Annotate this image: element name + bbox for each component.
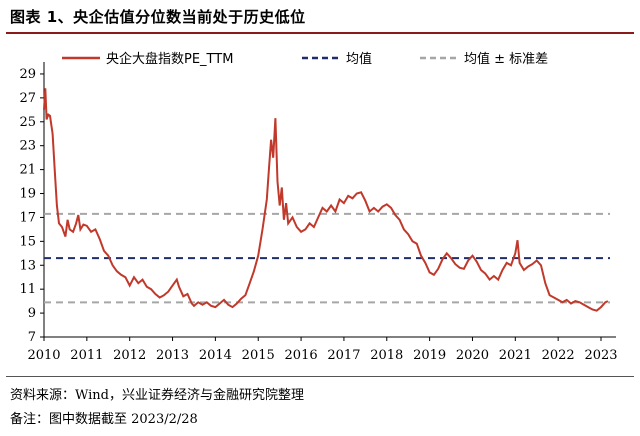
y-tick-label: 17 xyxy=(19,210,36,225)
x-tick-label: 2018 xyxy=(370,348,403,363)
chart-title: 图表 1、央企估值分位数当前处于历史低位 xyxy=(10,8,306,26)
y-tick-label: 13 xyxy=(19,258,36,273)
x-tick-label: 2013 xyxy=(156,348,189,363)
y-tick-label: 7 xyxy=(28,330,36,345)
y-tick-label: 27 xyxy=(19,91,36,106)
y-tick-label: 19 xyxy=(19,187,36,202)
x-tick-label: 2016 xyxy=(285,348,318,363)
reference-lines xyxy=(44,212,610,304)
legend-label-mean: 均值 xyxy=(346,51,372,67)
x-tick-label: 2020 xyxy=(456,348,489,363)
y-tick-label: 9 xyxy=(28,306,36,321)
x-tick-label: 2011 xyxy=(70,348,103,363)
x-tick-label: 2022 xyxy=(542,348,575,363)
y-ticks: 7 9 11 13 15 17 19 21 23 25 27 29 xyxy=(19,67,44,345)
footer-divider xyxy=(6,376,634,377)
x-tick-label: 2015 xyxy=(242,348,275,363)
x-ticks: 2010 2011 2012 2013 2014 2015 2016 2017 2018 2019… xyxy=(27,337,618,363)
pe-line-chart: 央企大盘指数PE_TTM 均值 均值 ± 标准差 7 9 11 13 15 17 19 21 2… xyxy=(19,51,618,363)
axes xyxy=(43,62,616,338)
x-tick-label: 2023 xyxy=(584,348,617,363)
y-tick-label: 15 xyxy=(19,234,36,249)
y-tick-label: 29 xyxy=(19,67,36,82)
legend: 央企大盘指数PE_TTM 均值 均值 ± 标准差 xyxy=(62,51,548,67)
y-tick-label: 11 xyxy=(19,282,36,297)
data-date-note: 备注：图中数据截至 2023/2/28 xyxy=(10,412,198,427)
source-note: 资料来源：Wind，兴业证券经济与金融研究院整理 xyxy=(10,388,304,403)
y-tick-label: 25 xyxy=(19,115,36,130)
x-tick-label: 2021 xyxy=(499,348,532,363)
y-tick-label: 23 xyxy=(19,139,36,154)
x-tick-label: 2019 xyxy=(413,348,446,363)
title-divider xyxy=(6,32,634,34)
legend-label-band: 均值 ± 标准差 xyxy=(464,51,548,67)
y-tick-label: 21 xyxy=(19,163,36,178)
x-tick-label: 2017 xyxy=(327,348,360,363)
series-line-pe xyxy=(43,88,609,312)
legend-label-pe: 央企大盘指数PE_TTM xyxy=(106,51,233,67)
x-tick-label: 2012 xyxy=(113,348,146,363)
x-tick-label: 2010 xyxy=(27,348,60,363)
x-tick-label: 2014 xyxy=(199,348,232,363)
